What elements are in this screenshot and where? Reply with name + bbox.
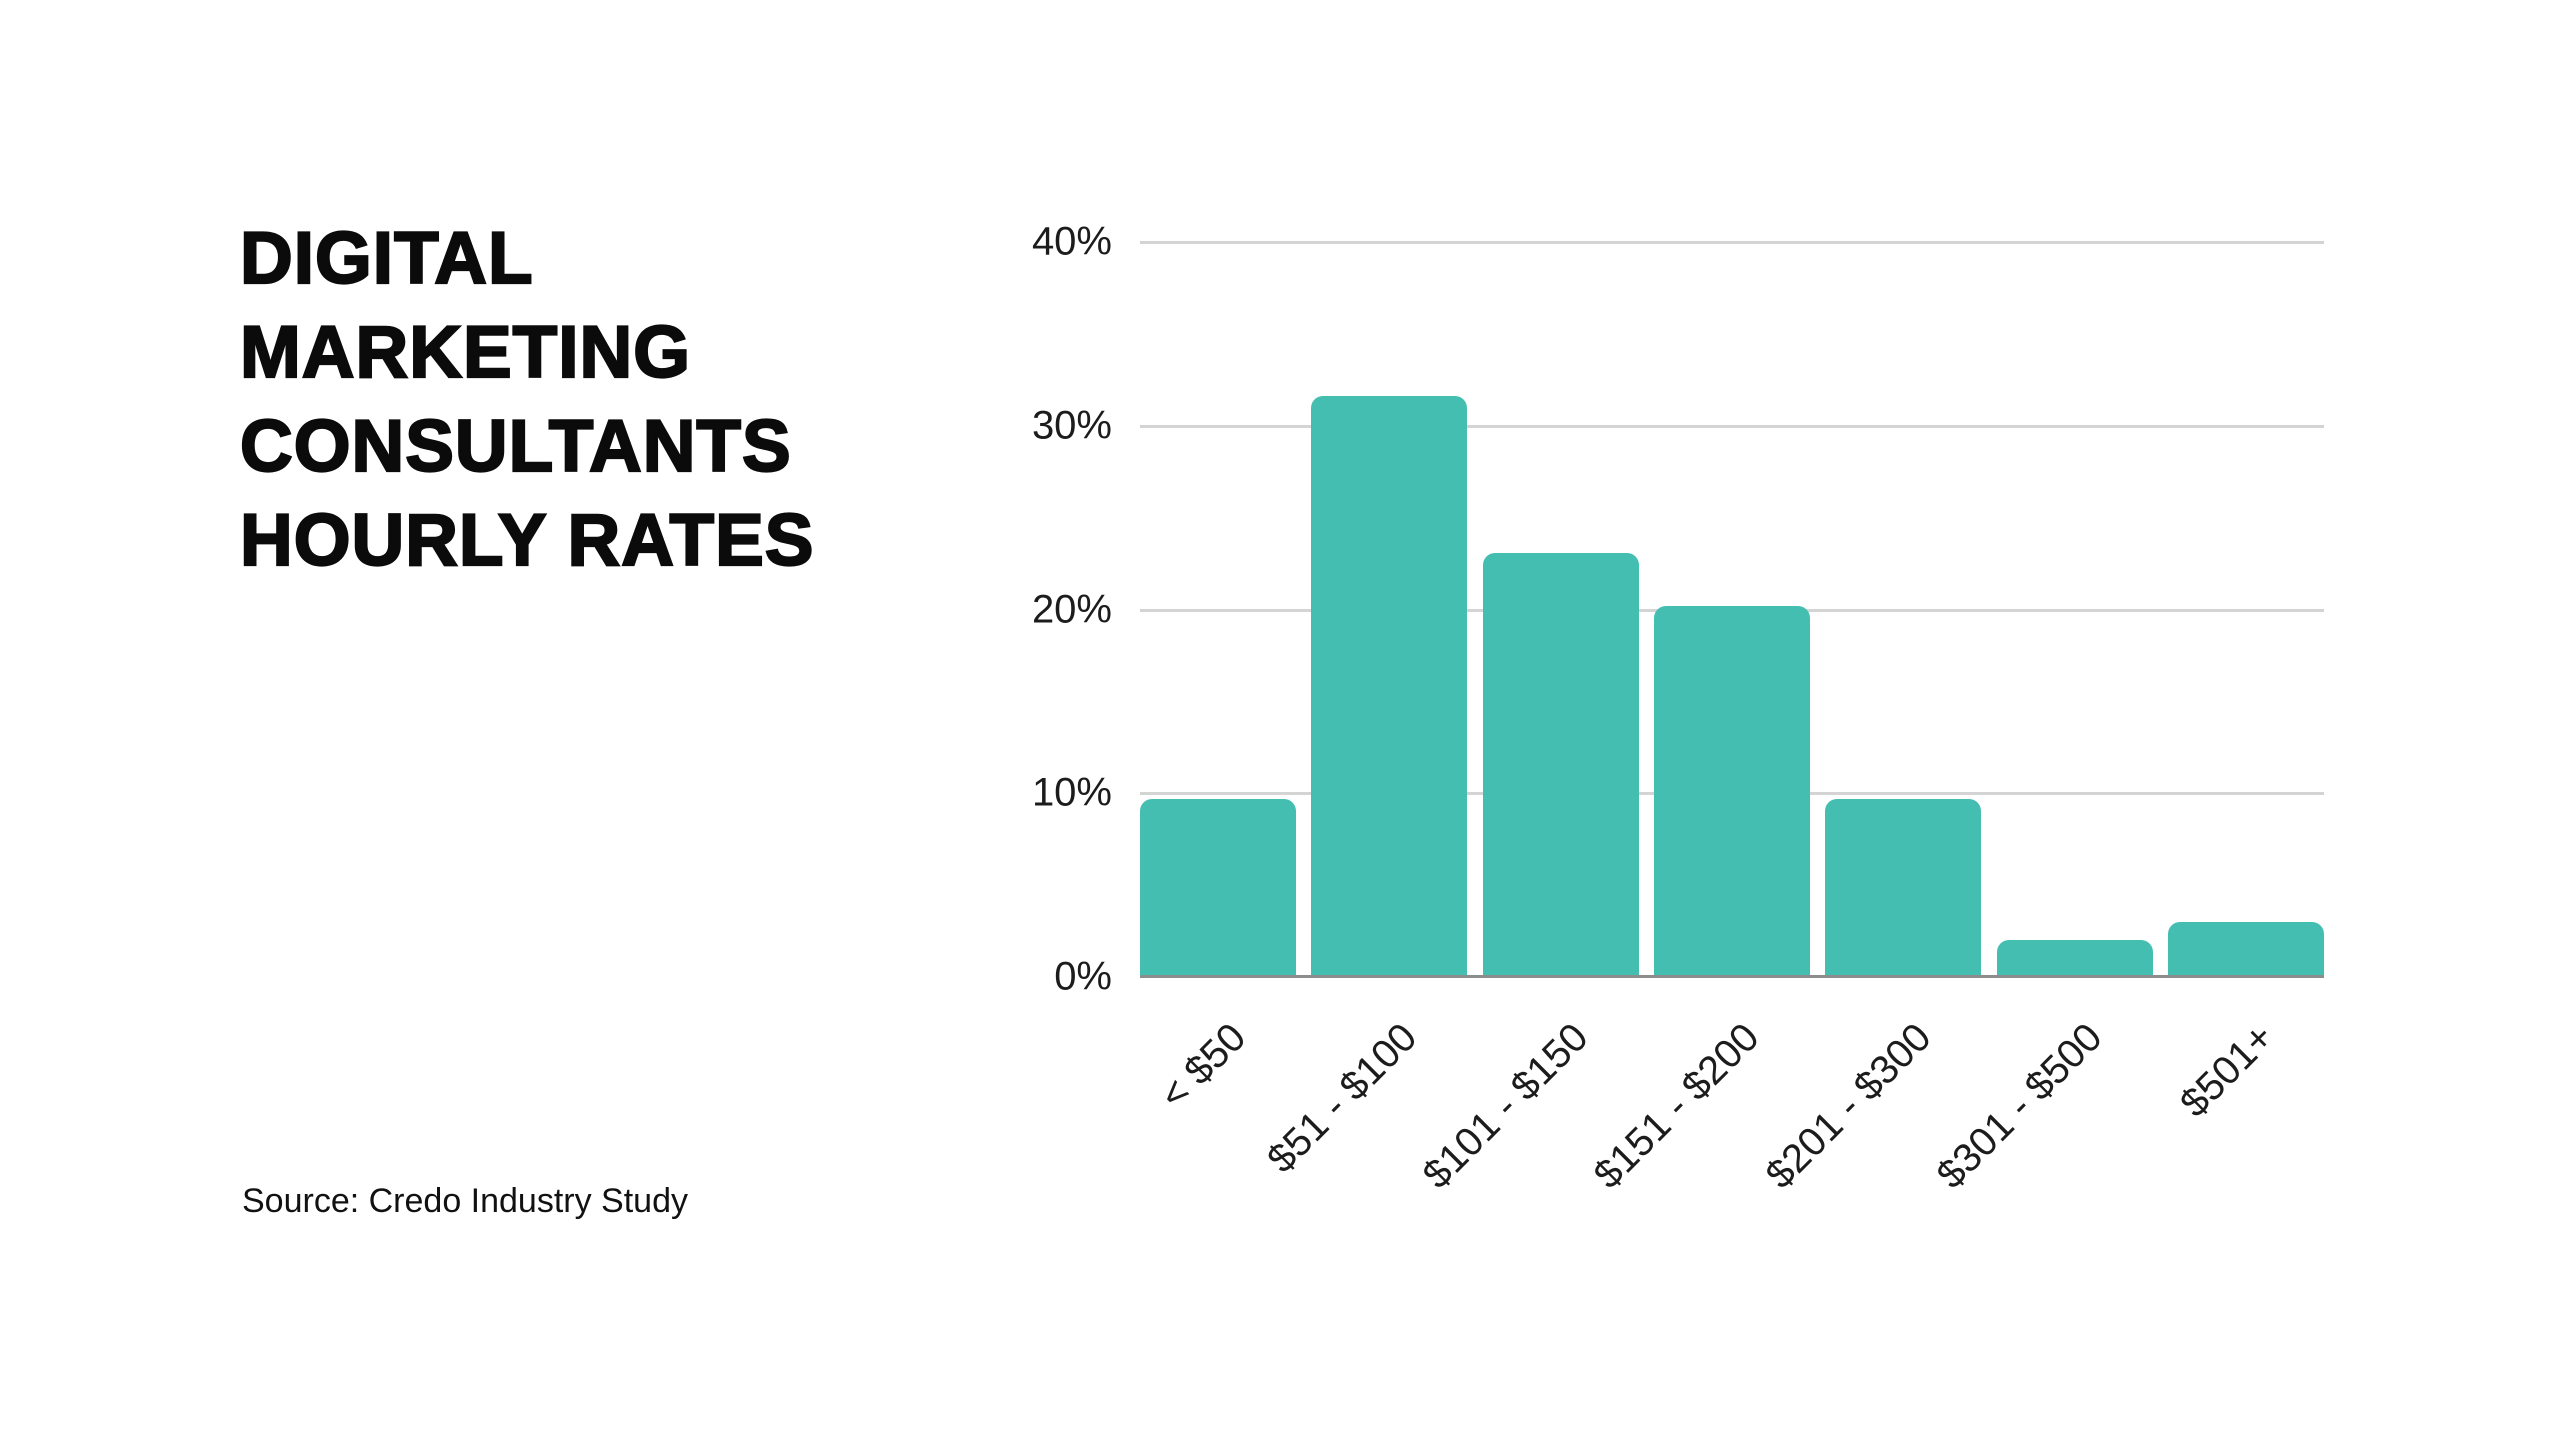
bar	[2167, 921, 2324, 977]
chart-title-line: DIGITAL	[239, 217, 534, 300]
bar	[1140, 798, 1296, 977]
bar	[1653, 605, 1810, 977]
bar	[1482, 552, 1639, 977]
gridline	[1140, 241, 2324, 244]
y-axis-tick-label: 0%	[1054, 954, 1112, 999]
y-axis-tick-label: 20%	[1031, 587, 1112, 631]
x-axis-category-label: $301 - $500	[1928, 1015, 2111, 1198]
y-axis-tick-label: 10%	[1031, 770, 1112, 815]
x-axis-category-label: $151 - $200	[1586, 1015, 1769, 1198]
y-axis-tick-label: 40%	[1031, 219, 1112, 264]
bar-chart-plot-area: 40% 30% 20% 10% 0% < $50 $51 - $100 $101 - $150…	[1032, 220, 2324, 1197]
chart-title: DIGITAL MARKETING CONSULTANTS HOURLY RAT…	[239, 212, 815, 588]
bar	[1996, 940, 2153, 977]
chart-title-line: CONSULTANTS	[239, 405, 792, 488]
y-axis-tick-label: 30%	[1031, 403, 1112, 448]
x-axis-category-label: < $50	[1151, 1015, 1255, 1118]
bar	[1311, 396, 1468, 977]
chart-title-line: MARKETING	[239, 311, 692, 394]
gridline	[1140, 424, 2324, 428]
x-axis-category-label: $501+	[2171, 1015, 2283, 1126]
bar	[1825, 798, 1982, 977]
x-axis-category-label: $101 - $150	[1414, 1015, 1597, 1198]
bar-series	[1140, 242, 2324, 977]
x-axis-category-label: $201 - $300	[1757, 1015, 1940, 1198]
chart-title-line: HOURLY RATES	[239, 499, 815, 582]
x-axis-line	[1140, 975, 2324, 978]
x-axis-category-label: $51 - $100	[1259, 1015, 1426, 1182]
source-note: Source: Credo Industry Study	[242, 1182, 689, 1220]
